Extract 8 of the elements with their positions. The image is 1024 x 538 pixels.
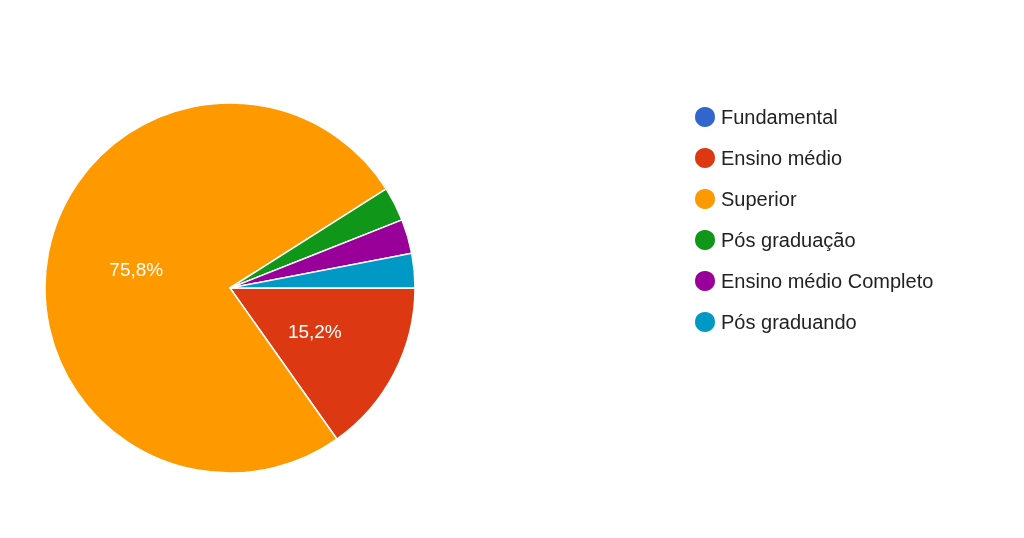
- data-label: 15,2%: [287, 321, 342, 343]
- legend-label: Superior: [721, 188, 797, 210]
- legend-label: Fundamental: [721, 106, 838, 128]
- legend-label: Ensino médio Completo: [721, 270, 934, 292]
- legend-label: Ensino médio: [721, 147, 843, 169]
- legend-label: Pós graduando: [721, 311, 857, 333]
- data-label: 75,8%: [109, 259, 164, 281]
- legend-label: Pós graduação: [721, 229, 856, 251]
